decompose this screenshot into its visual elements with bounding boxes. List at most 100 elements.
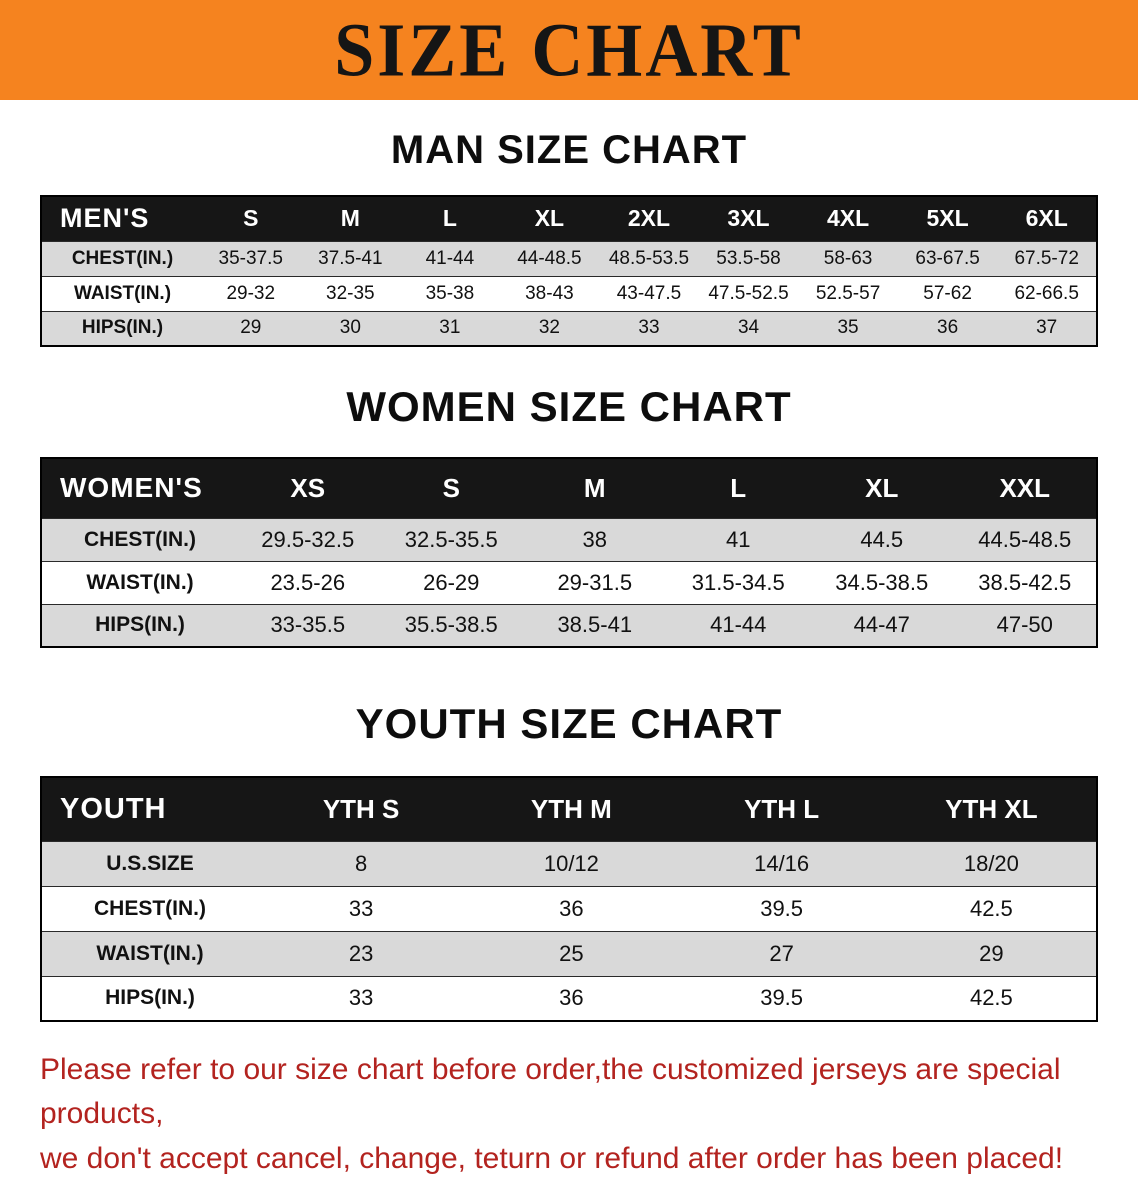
women-chest-row: CHEST(IN.) 29.5-32.5 32.5-35.5 38 41 44.… [41,518,1097,561]
size-cell: 52.5-57 [815,282,881,304]
size-cell: 33 [348,895,374,921]
size-cell: 34 [737,317,760,339]
women-header-row: WOMEN'S XS S M L XL XXL [41,458,1097,518]
size-cell: 43-47.5 [616,282,682,304]
men-col-5xl: 5XL [926,205,969,232]
size-chart-banner: SIZE CHART [0,0,1138,100]
men-size-table: MEN'S S M L XL 2XL 3XL 4XL 5XL 6XL CHEST… [40,195,1098,347]
size-cell: 31.5-34.5 [691,569,785,595]
size-cell: 29 [979,940,1004,966]
row-label: CHEST(IN.) [71,247,174,269]
size-cell: 42.5 [969,985,1013,1011]
size-cell: 44.5-48.5 [978,526,1072,552]
size-cell: 41-44 [425,247,475,269]
size-cell: 38.5-42.5 [978,569,1072,595]
size-cell: 67.5-72 [1014,247,1079,269]
men-header-row: MEN'S S M L XL 2XL 3XL 4XL 5XL 6XL [41,196,1097,241]
youth-table-label: YOUTH [60,792,167,825]
size-cell: 39.5 [760,895,804,921]
women-col-m: M [583,472,606,503]
size-cell: 35-37.5 [218,247,283,269]
women-waist-row: WAIST(IN.) 23.5-26 26-29 29-31.5 31.5-34… [41,561,1097,604]
size-cell: 32-35 [326,282,375,304]
men-col-m: M [340,205,360,232]
size-cell: 44.5 [860,526,904,552]
size-cell: 53.5-58 [716,247,781,269]
size-cell: 33 [348,985,374,1011]
youth-col-m: YTH M [530,793,612,824]
size-cell: 23 [348,940,374,966]
size-cell: 32 [538,317,560,339]
youth-col-xl: YTH XL [945,793,1038,824]
size-cell: 23.5-26 [270,569,346,595]
size-cell: 10/12 [543,850,599,876]
row-label: HIPS(IN.) [95,613,185,637]
women-col-l: L [730,472,747,503]
women-table-label: WOMEN'S [60,472,203,504]
row-label: WAIST(IN.) [86,570,194,594]
size-cell: 58-63 [823,247,873,269]
men-col-l: L [442,205,457,232]
men-col-6xl: 6XL [1025,205,1068,232]
men-table-label: MEN'S [60,203,150,234]
size-cell: 33-35.5 [270,612,346,638]
size-cell: 62-66.5 [1014,282,1079,304]
size-cell: 37 [1036,317,1058,339]
size-cell: 39.5 [760,985,804,1011]
size-cell: 38-43 [525,282,574,304]
men-section-heading: MAN SIZE CHART [390,128,748,172]
youth-header-row: YOUTH YTH S YTH M YTH L YTH XL [41,777,1097,841]
size-cell: 37.5-41 [318,247,383,269]
size-cell: 63-67.5 [915,247,980,269]
size-cell: 38.5-41 [557,612,633,638]
banner-title: SIZE CHART [334,7,804,92]
size-cell: 27 [769,940,794,966]
women-col-xl: XL [865,472,899,503]
size-cell: 31 [439,317,461,339]
size-cell: 36 [937,317,959,339]
youth-hips-row: HIPS(IN.) 33 36 39.5 42.5 [41,976,1097,1021]
women-section-heading: WOMEN SIZE CHART [346,383,792,430]
row-label: WAIST(IN.) [96,941,204,965]
youth-col-l: YTH L [744,793,820,824]
size-cell: 44-47 [853,612,910,638]
women-size-table: WOMEN'S XS S M L XL XXL CHEST(IN.) 29.5-… [40,457,1098,648]
size-cell: 26-29 [423,569,480,595]
size-cell: 36 [559,895,584,921]
women-col-xxl: XXL [999,472,1051,503]
size-cell: 29-32 [226,282,276,304]
men-col-xl: XL [534,205,565,232]
row-label: HIPS(IN.) [81,317,164,339]
size-cell: 47-50 [996,612,1053,638]
size-cell: 30 [339,317,361,339]
size-cell: 41-44 [710,612,767,638]
size-cell: 35-38 [425,282,475,304]
youth-size-table: YOUTH YTH S YTH M YTH L YTH XL U.S.SIZE … [40,776,1098,1022]
row-label: WAIST(IN.) [73,282,172,304]
youth-section-heading: YOUTH SIZE CHART [355,700,783,747]
men-chest-row: CHEST(IN.) 35-37.5 37.5-41 41-44 44-48.5… [41,241,1097,276]
size-cell: 35.5-38.5 [404,612,498,638]
size-cell: 47.5-52.5 [708,282,789,304]
row-label: U.S.SIZE [106,851,194,875]
women-hips-row: HIPS(IN.) 33-35.5 35.5-38.5 38.5-41 41-4… [41,604,1097,647]
disclaimer-text: Please refer to our size chart before or… [40,1048,1100,1181]
size-cell: 32.5-35.5 [404,526,498,552]
youth-chest-row: CHEST(IN.) 33 36 39.5 42.5 [41,886,1097,931]
size-cell: 14/16 [754,850,810,876]
youth-col-s: YTH S [322,793,400,824]
size-cell: 33 [638,317,660,339]
men-col-2xl: 2XL [627,205,671,232]
size-cell: 57-62 [923,282,972,304]
disclaimer-line-1: Please refer to our size chart before or… [40,1053,1061,1131]
men-hips-row: HIPS(IN.) 29 30 31 32 33 34 35 36 37 [41,311,1097,346]
men-col-s: S [243,205,259,232]
size-cell: 42.5 [969,895,1013,921]
row-label: CHEST(IN.) [84,527,196,551]
men-col-3xl: 3XL [727,205,770,232]
youth-waist-row: WAIST(IN.) 23 25 27 29 [41,931,1097,976]
row-label: HIPS(IN.) [105,986,195,1010]
youth-ussize-row: U.S.SIZE 8 10/12 14/16 18/20 [41,841,1097,886]
size-cell: 35 [837,317,859,339]
size-cell: 44-48.5 [517,247,582,269]
